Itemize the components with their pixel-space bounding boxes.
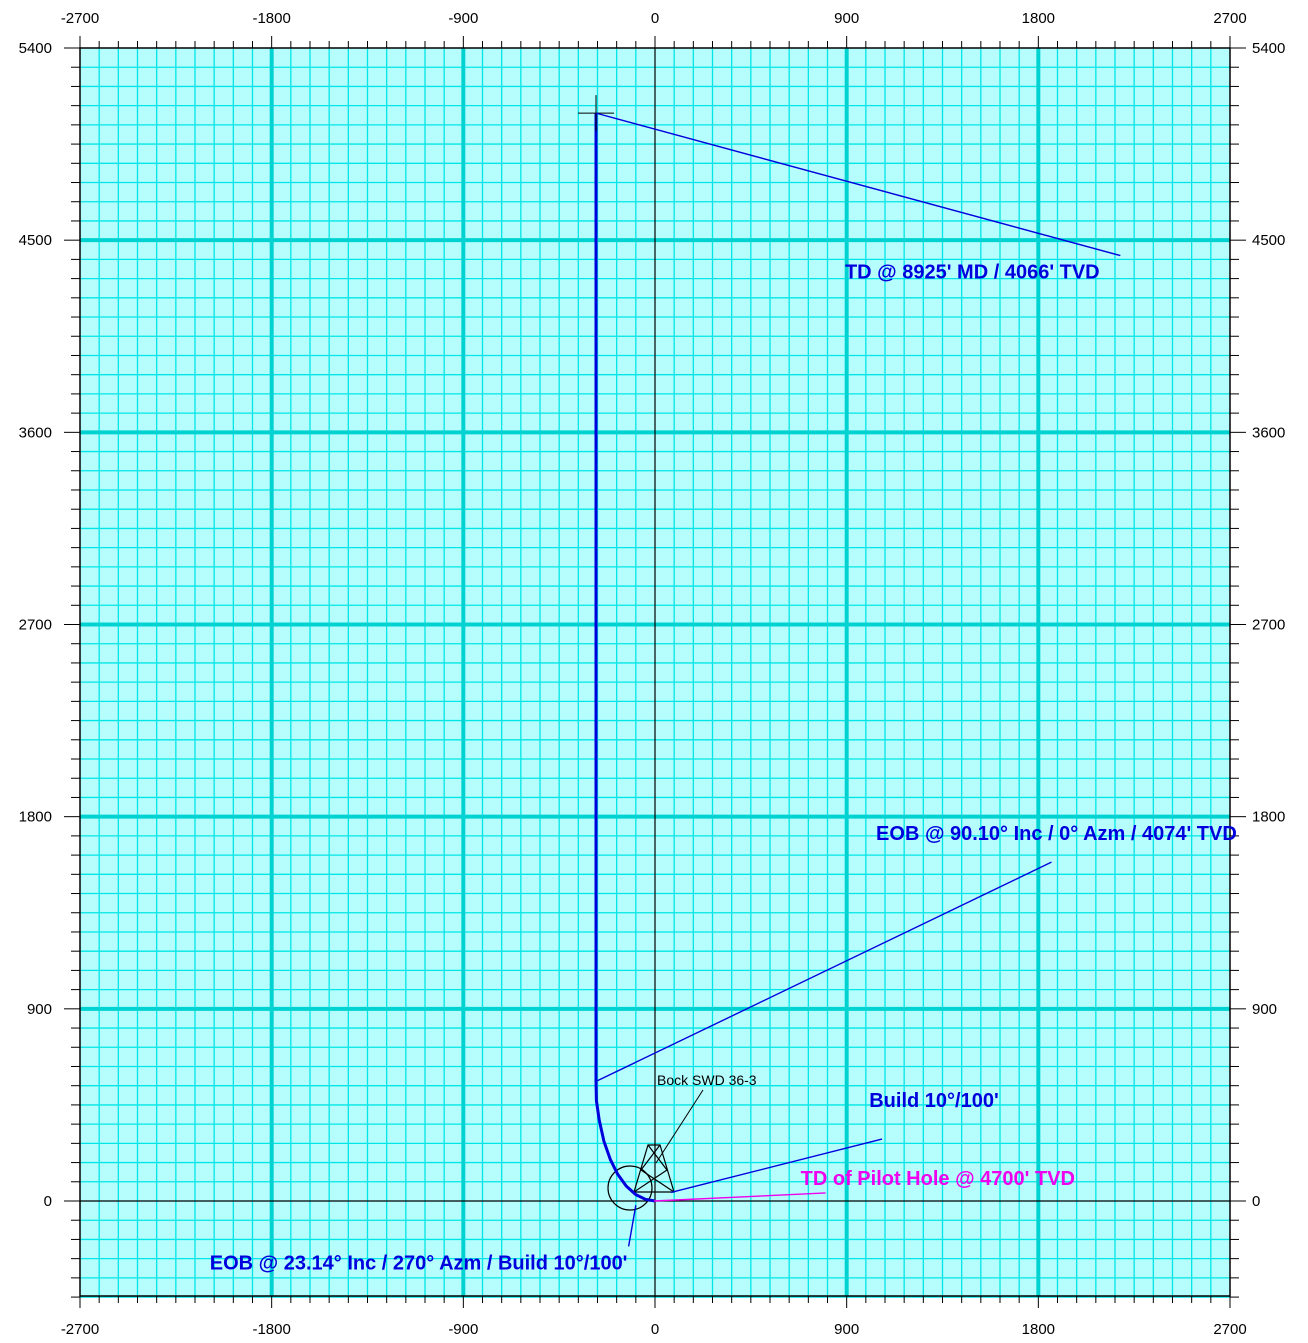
x-tick-label-top: 0 [651, 10, 659, 27]
y-tick-label-right: 900 [1252, 1001, 1277, 1018]
y-tick-label-left: 0 [44, 1193, 52, 1210]
annotation-layer: TD @ 8925' MD / 4066' TVD EOB @ 90.10° In… [210, 112, 1237, 1274]
x-tick-label-bottom: 1800 [1022, 1321, 1055, 1338]
annotation-leader [595, 861, 1052, 1083]
y-tick-label-left: 4500 [19, 232, 52, 249]
x-tick-label-top: 1800 [1022, 10, 1055, 27]
y-tick-label-right: 3600 [1252, 424, 1285, 441]
annotation-label: Build 10°/100' [869, 1090, 998, 1112]
annotation-label: TD @ 8925' MD / 4066' TVD [845, 262, 1100, 284]
annotation-leader [670, 1138, 883, 1194]
x-tick-label-top: -2700 [61, 10, 99, 27]
surface-location-circle [607, 1165, 653, 1211]
x-tick-label-bottom: 900 [834, 1321, 859, 1338]
x-tick-label-bottom: 0 [651, 1321, 659, 1338]
rig-brace [640, 1144, 661, 1171]
x-tick-label-top: 2700 [1213, 10, 1246, 27]
x-tick-label-bottom: 2700 [1213, 1321, 1246, 1338]
y-tick-label-left: 900 [27, 1001, 52, 1018]
annotation-leader [653, 1192, 826, 1202]
y-tick-label-right: 0 [1252, 1193, 1260, 1210]
y-tick-label-left: 1800 [19, 809, 52, 826]
rig-brace [647, 1144, 668, 1171]
annotation-label: TD of Pilot Hole @ 4700' TVD [801, 1168, 1075, 1190]
annotation-leader [595, 112, 1121, 257]
well-path-line [594, 113, 656, 1203]
x-tick-label-bottom: -2700 [61, 1321, 99, 1338]
annotation-label: EOB @ 23.14° Inc / 270° Azm / Build 10°/… [210, 1252, 628, 1274]
x-tick-label-top: -900 [448, 10, 478, 27]
drilling-rig-icon [607, 1144, 675, 1211]
x-tick-label-top: 900 [834, 10, 859, 27]
x-tick-label-bottom: -900 [448, 1321, 478, 1338]
rig-brace [633, 1169, 668, 1193]
annotation-leader [627, 1205, 637, 1247]
y-tick-label-right: 2700 [1252, 617, 1285, 634]
y-tick-label-right: 1800 [1252, 809, 1285, 826]
y-tick-label-right: 5400 [1252, 40, 1285, 57]
y-tick-label-right: 4500 [1252, 232, 1285, 249]
well-name-leader [655, 1089, 704, 1164]
y-tick-label-left: 3600 [19, 424, 52, 441]
rig-brace [640, 1169, 675, 1193]
y-tick-label-left: 5400 [19, 40, 52, 57]
well-name-label: Bock SWD 36-3 [657, 1072, 757, 1088]
y-tick-label-left: 2700 [19, 617, 52, 634]
x-tick-label-top: -1800 [252, 10, 290, 27]
annotation-label: EOB @ 90.10° Inc / 0° Azm / 4074' TVD [876, 823, 1237, 845]
x-tick-label-bottom: -1800 [252, 1321, 290, 1338]
axis-ticks [64, 36, 1246, 1308]
axis-tick-labels: -2700 -2700 -1800 -1800 -900 -900 0 0 900 900 1800… [19, 10, 1286, 1338]
